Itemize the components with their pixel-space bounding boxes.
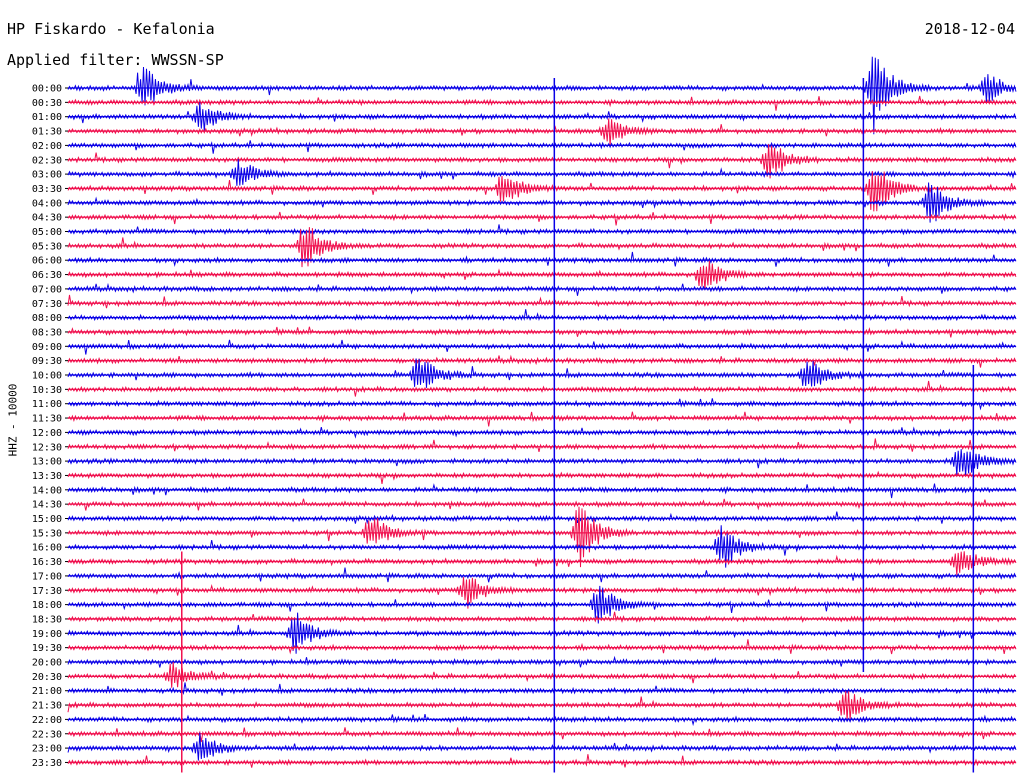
trace-line [67, 727, 1017, 743]
trace-line [67, 611, 1017, 623]
tick-label: 23:30 [32, 758, 62, 769]
tick-label: 17:00 [32, 571, 62, 582]
tick-label: 19:00 [32, 629, 62, 640]
tick-label: 10:30 [32, 385, 62, 396]
trace-line [67, 354, 1017, 368]
trace-line [67, 470, 1017, 484]
trace-line [67, 661, 1017, 688]
tick-label: 06:00 [32, 256, 62, 267]
tick-label: 17:30 [32, 586, 62, 597]
trace-line [67, 551, 1017, 576]
trace-line [67, 577, 1017, 609]
tick-label: 21:30 [32, 701, 62, 712]
tick-label: 10:00 [32, 371, 62, 382]
trace-line [67, 282, 1017, 296]
tick-label: 14:30 [32, 500, 62, 511]
trace-line [67, 754, 1017, 768]
tick-label: 01:30 [32, 127, 62, 138]
tick-label: 19:30 [32, 643, 62, 654]
tick-label: 15:00 [32, 514, 62, 525]
tick-label: 22:00 [32, 715, 62, 726]
tick-label: 21:00 [32, 686, 62, 697]
tick-label: 09:30 [32, 356, 62, 367]
tick-label: 18:30 [32, 614, 62, 625]
tick-label: 12:00 [32, 428, 62, 439]
trace-line [67, 260, 1017, 291]
trace-line [67, 224, 1017, 236]
tick-label: 22:30 [32, 729, 62, 740]
tick-label: 16:30 [32, 557, 62, 568]
trace-line [67, 438, 1017, 453]
tick-label: 01:00 [32, 112, 62, 123]
tick-label: 07:00 [32, 284, 62, 295]
tick-label: 02:30 [32, 155, 62, 166]
tick-label: 11:00 [32, 399, 62, 410]
tick-label: 20:00 [32, 658, 62, 669]
trace-line [67, 567, 1017, 583]
trace-line [67, 294, 1017, 309]
trace-line [67, 511, 1017, 525]
trace-line [67, 411, 1017, 427]
tick-label: 13:00 [32, 457, 62, 468]
tick-label: 14:00 [32, 485, 62, 496]
tick-label: 03:30 [32, 184, 62, 195]
trace-line [67, 211, 1017, 226]
tick-label: 02:00 [32, 141, 62, 152]
trace-line [67, 483, 1017, 499]
tick-label: 05:30 [32, 241, 62, 252]
tick-label: 03:00 [32, 170, 62, 181]
tick-label: 15:30 [32, 528, 62, 539]
tick-label: 08:30 [32, 327, 62, 338]
tick-label: 16:00 [32, 543, 62, 554]
trace-line [67, 143, 1017, 179]
tick-label: 09:00 [32, 342, 62, 353]
tick-label: 18:00 [32, 600, 62, 611]
tick-label: 06:30 [32, 270, 62, 281]
trace-line [67, 159, 1017, 186]
trace-line [67, 339, 1017, 355]
trace-line [67, 506, 1017, 568]
tick-label: 12:30 [32, 442, 62, 453]
date-label: 2018-12-04 [924, 20, 1015, 38]
trace-line [67, 309, 1017, 322]
tick-label: 05:00 [32, 227, 62, 238]
tick-label: 13:30 [32, 471, 62, 482]
station-title: HP Fiskardo - Kefalonia [7, 20, 215, 38]
tick-label: 04:30 [32, 213, 62, 224]
trace-line [67, 639, 1017, 655]
tick-label: 00:00 [32, 84, 62, 95]
trace-line [67, 140, 1017, 154]
filter-label: Applied filter: WWSSN-SP [7, 51, 224, 69]
trace-line [67, 449, 1017, 477]
tick-label: 07:30 [32, 299, 62, 310]
tick-label: 00:30 [32, 98, 62, 109]
tick-label: 11:30 [32, 414, 62, 425]
tick-label: 20:30 [32, 672, 62, 683]
tick-label: 23:00 [32, 744, 62, 755]
trace-line [67, 682, 1017, 696]
tick-label: 08:00 [32, 313, 62, 324]
trace-line [67, 690, 1017, 721]
tick-label: 04:00 [32, 198, 62, 209]
trace-line [67, 251, 1017, 267]
